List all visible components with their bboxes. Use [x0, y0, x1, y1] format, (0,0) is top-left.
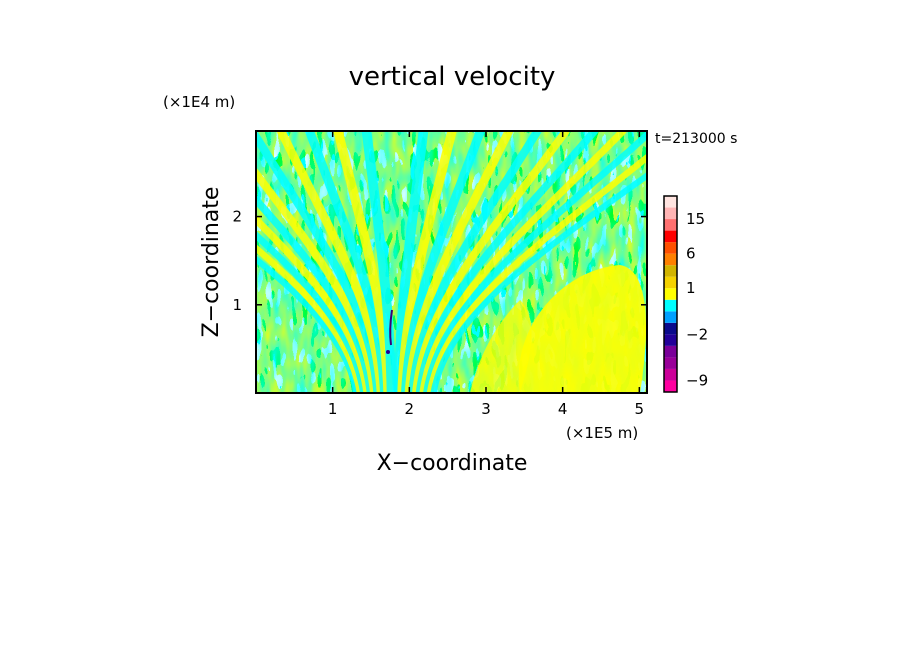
wave-band	[256, 167, 378, 393]
wave-band	[404, 131, 514, 393]
y-axis-label: Z−coordinate	[199, 187, 224, 338]
wave-band	[415, 131, 599, 393]
downdraft-core	[386, 350, 390, 354]
wave-band	[361, 131, 397, 393]
colorbar-label: −2	[686, 325, 708, 343]
colorbar-swatch	[664, 357, 677, 369]
updraft-region	[470, 300, 532, 393]
colorbar-swatch	[664, 322, 677, 335]
colorbar: 15 6 1 −2 −9	[663, 195, 708, 393]
plot-area	[256, 131, 647, 393]
z-tick-label: 2	[232, 208, 242, 226]
downdraft-core	[389, 309, 393, 346]
colorbar-swatch	[664, 276, 677, 289]
colorbar-swatch	[664, 230, 677, 243]
colorbar-swatch	[664, 207, 677, 220]
colorbar-swatch	[664, 265, 677, 277]
colorbar-swatch	[664, 345, 677, 358]
colorbar-swatch	[664, 299, 677, 312]
wave-band	[419, 131, 627, 393]
plot-frame	[255, 130, 648, 394]
x-axis-label: X−coordinate	[377, 451, 528, 476]
x-tick-label: 3	[481, 400, 491, 418]
colorbar-label: 6	[686, 245, 696, 263]
colorbar-label: −9	[686, 371, 708, 389]
colorbar-swatch	[664, 311, 677, 323]
colorbar-swatch	[664, 380, 677, 392]
colorbar-swatch	[664, 219, 677, 231]
chart-title: vertical velocity	[349, 62, 556, 92]
time-label: t=213000 s	[655, 131, 737, 147]
x-tick-label: 1	[328, 400, 338, 418]
z-tick-label: 1	[232, 296, 242, 314]
wave-band	[397, 131, 457, 393]
colorbar-label: 15	[686, 210, 705, 228]
z-unit-label: (×1E4 m)	[163, 93, 235, 111]
colorbar-swatch	[664, 196, 677, 208]
wave-band	[256, 214, 371, 393]
x-tick-label: 5	[635, 400, 645, 418]
x-unit-label: (×1E5 m)	[566, 424, 638, 442]
wave-band	[256, 230, 367, 393]
colorbar-swatch	[664, 288, 677, 300]
z-axis: 12	[232, 208, 647, 314]
updraft-region	[518, 265, 646, 393]
colorbar-frame	[663, 195, 678, 393]
wave-band	[412, 131, 570, 393]
colorbar-swatch	[664, 253, 677, 266]
wave-band	[256, 131, 382, 393]
colorbar-swatch	[664, 368, 677, 381]
wave-band	[423, 131, 647, 393]
wave-band	[408, 131, 542, 393]
band-layer	[256, 131, 647, 393]
wave-band	[256, 243, 364, 393]
x-axis: 1 2 3 4 5	[328, 131, 644, 418]
wave-band	[256, 255, 360, 393]
colorbar-swatch	[664, 242, 677, 254]
colorbar-label: 1	[686, 279, 696, 297]
wave-band	[426, 153, 647, 393]
wave-band	[401, 131, 485, 393]
wave-band	[430, 171, 647, 393]
x-tick-label: 2	[405, 400, 415, 418]
x-tick-label: 4	[558, 400, 568, 418]
wave-band	[256, 194, 375, 393]
colorbar-swatch	[664, 334, 677, 346]
